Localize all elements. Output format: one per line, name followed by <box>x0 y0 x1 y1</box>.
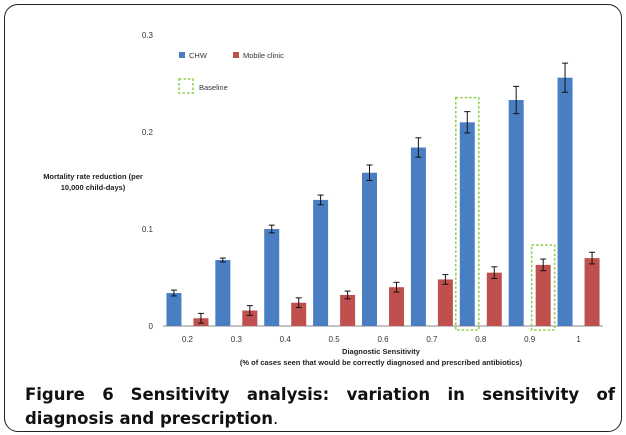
bar-chw <box>264 229 280 326</box>
x-tick-label: 0.7 <box>426 335 438 344</box>
bar-mobile-clinic <box>486 272 502 326</box>
bar-mobile-clinic <box>291 302 307 326</box>
x-tick-label: 0.2 <box>182 335 194 344</box>
x-axis-sublabel: (% of cases seen that would be correctly… <box>240 358 523 367</box>
legend-label-mobile-clinic: Mobile clinic <box>243 51 284 60</box>
figure-title: Sensitivity analysis: variation in sensi… <box>25 385 616 428</box>
x-tick-label: 0.4 <box>280 335 292 344</box>
baseline-highlight-box <box>530 244 556 331</box>
bar-mobile-clinic <box>340 294 356 326</box>
x-tick-label: 0.3 <box>231 335 243 344</box>
bar-mobile-clinic <box>437 279 453 326</box>
figure-caption: Figure 6 Sensitivity analysis: variation… <box>25 383 615 431</box>
x-tick-label: 0.9 <box>524 335 536 344</box>
chart: 0 0.1 0.2 0.3 Mortality rate reduction (per 1… <box>43 31 603 367</box>
legend-label-baseline: Baseline <box>199 83 228 92</box>
figure-caption-end: . <box>272 409 279 428</box>
y-tick-label: 0.2 <box>142 128 154 137</box>
y-tick-label: 0.1 <box>142 225 154 234</box>
baseline-highlight-box <box>454 96 480 331</box>
bar-chw <box>508 99 524 327</box>
legend-label-chw: CHW <box>189 51 208 60</box>
bar-chw <box>166 293 182 326</box>
x-tick-label: 0.6 <box>377 335 389 344</box>
bar-chw <box>215 260 231 326</box>
figure-frame: 0 0.1 0.2 0.3 Mortality rate reduction (per 1… <box>4 4 622 432</box>
y-axis-label: Mortality rate reduction (per <box>43 172 143 181</box>
y-tick-label: 0.3 <box>142 31 154 40</box>
y-axis-label: 10,000 child-days) <box>61 183 126 192</box>
legend-swatch-chw <box>179 52 185 58</box>
bar-mobile-clinic <box>242 310 258 326</box>
figure-label: Figure 6 <box>25 385 114 404</box>
bar-mobile-clinic <box>389 287 404 326</box>
x-tick-label: 0.5 <box>329 335 341 344</box>
bar-chw <box>410 147 426 326</box>
legend-baseline-box <box>178 78 194 94</box>
bar-chw <box>557 77 573 327</box>
bar-mobile-clinic <box>584 258 600 326</box>
bar-mobile-clinic <box>535 264 551 326</box>
x-tick-label: 0.8 <box>475 335 487 344</box>
bar-chw <box>313 199 329 326</box>
bar-chw <box>459 122 475 326</box>
bar-chw <box>362 172 377 326</box>
x-tick-label: 1 <box>576 335 581 344</box>
legend-swatch-mobile-clinic <box>233 52 239 58</box>
y-tick-label: 0 <box>149 322 154 331</box>
x-axis-label: Diagnostic Sensitivity <box>342 347 421 356</box>
